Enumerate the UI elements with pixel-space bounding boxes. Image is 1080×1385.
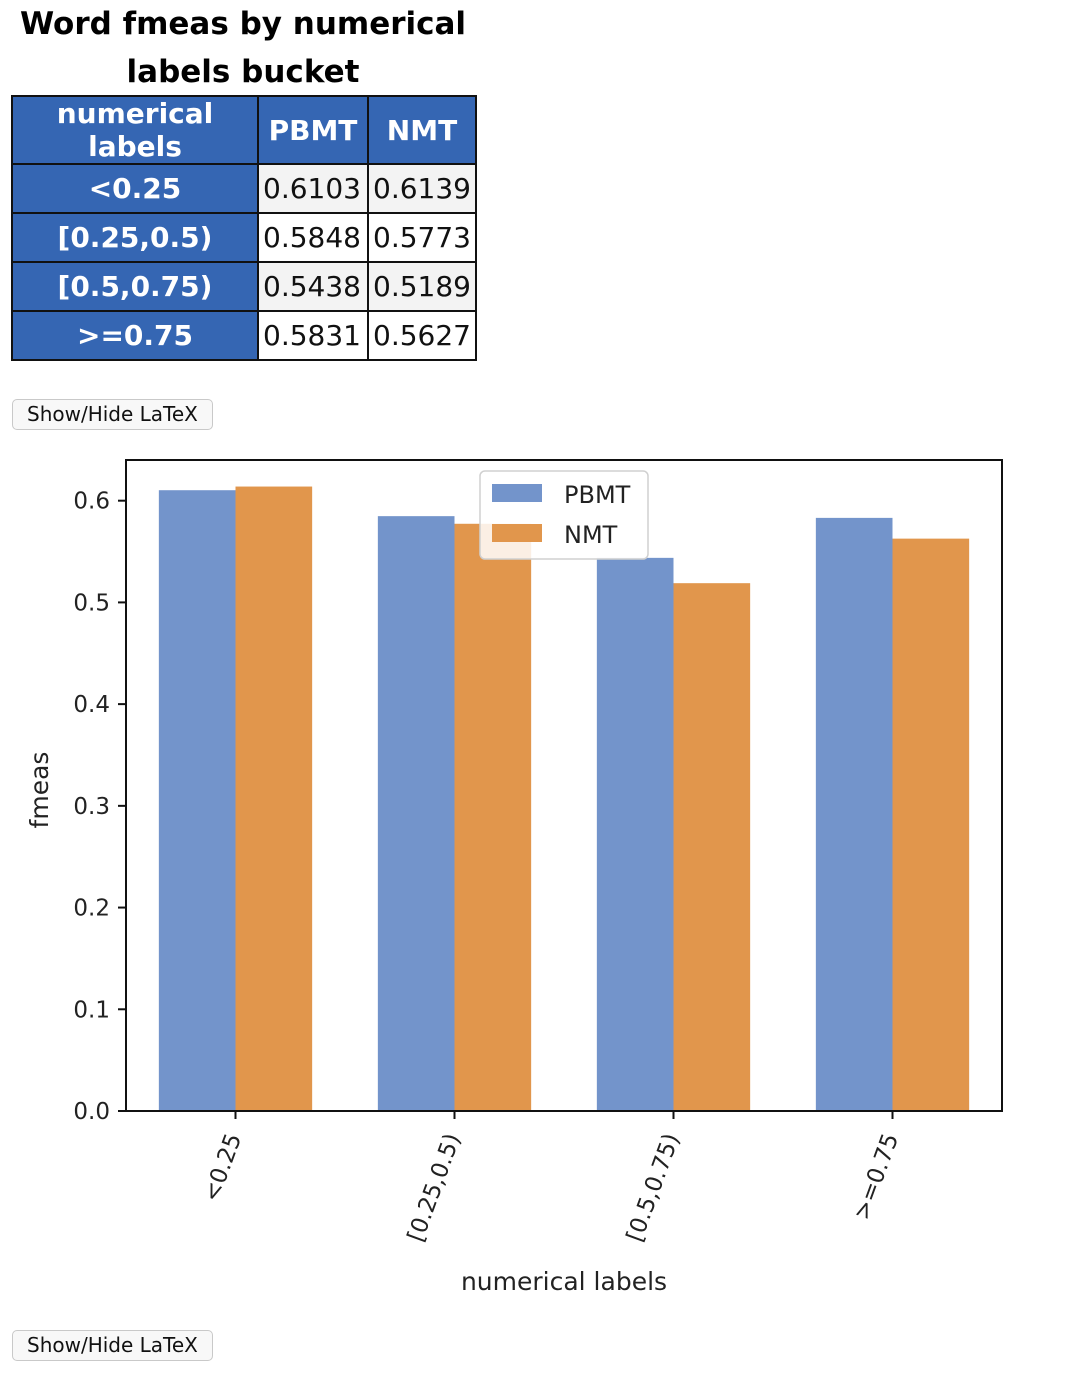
legend-label-pbmt: PBMT — [564, 481, 631, 509]
pbmt-value: 0.5848 — [257, 212, 369, 263]
header-pbmt: PBMT — [257, 95, 369, 165]
plot-frame — [125, 459, 1003, 1112]
bar-pbmt-0 — [158, 490, 236, 1112]
y-axis-label: fmeas — [25, 752, 54, 829]
x-tick-label: [0.5,0.75) — [622, 1130, 685, 1245]
header-nmt: NMT — [367, 95, 477, 165]
table-row: [0.5,0.75) 0.5438 0.5189 — [11, 261, 477, 312]
x-axis-label: numerical labels — [461, 1267, 667, 1296]
y-tick-label: 0.3 — [73, 794, 110, 820]
table-row: [0.25,0.5) 0.5848 0.5773 — [11, 212, 477, 263]
y-tick-label: 0.2 — [73, 896, 110, 922]
bar-nmt-2 — [673, 583, 751, 1111]
x-tick-label: [0.25,0.5) — [403, 1130, 466, 1245]
table-title: Word fmeas by numerical labels bucket — [12, 0, 474, 96]
legend-swatch-nmt — [492, 524, 542, 542]
y-tick-label: 0.0 — [73, 1099, 110, 1125]
fmeas-bar-chart: 0.0 0.1 0.2 0.3 0.4 0.5 0.6 <0.25 [0.25,0.5) [0.… — [25, 459, 1003, 1296]
x-tick-label: >=0.75 — [849, 1130, 904, 1223]
legend-swatch-pbmt — [492, 484, 542, 502]
pbmt-value: 0.6103 — [257, 163, 369, 214]
row-label: [0.5,0.75) — [11, 261, 259, 312]
y-tick-label: 0.4 — [73, 692, 110, 718]
bar-pbmt-1 — [377, 516, 455, 1111]
y-axis: 0.0 0.1 0.2 0.3 0.4 0.5 0.6 — [73, 489, 126, 1125]
nmt-value: 0.5189 — [367, 261, 477, 312]
x-tick-label: <0.25 — [199, 1130, 248, 1205]
table-title-line-1: Word fmeas by numerical — [19, 6, 467, 42]
nmt-value: 0.5627 — [367, 310, 477, 361]
nmt-value: 0.6139 — [367, 163, 477, 214]
show-hide-latex-button[interactable]: Show/Hide LaTeX — [12, 1330, 213, 1361]
pbmt-value: 0.5438 — [257, 261, 369, 312]
y-tick-label: 0.1 — [73, 997, 110, 1023]
table-title-line-2: labels bucket — [126, 54, 360, 90]
pbmt-value: 0.5831 — [257, 310, 369, 361]
bar-nmt-3 — [892, 538, 970, 1111]
y-tick-label: 0.5 — [73, 590, 110, 616]
fmeas-table: numerical labels PBMT NMT <0.25 0.6103 0… — [11, 95, 477, 361]
header-numerical-labels: numerical labels — [11, 95, 259, 165]
bars-group — [158, 486, 970, 1112]
row-label: <0.25 — [11, 163, 259, 214]
x-axis: <0.25 [0.25,0.5) [0.5,0.75) >=0.75 — [199, 1111, 904, 1245]
table-row: <0.25 0.6103 0.6139 — [11, 163, 477, 214]
row-label: >=0.75 — [11, 310, 259, 361]
bar-nmt-0 — [235, 486, 313, 1111]
bar-pbmt-3 — [815, 517, 893, 1111]
table-row: >=0.75 0.5831 0.5627 — [11, 310, 477, 361]
bar-pbmt-2 — [596, 557, 674, 1111]
show-hide-latex-button[interactable]: Show/Hide LaTeX — [12, 399, 213, 430]
bar-nmt-1 — [454, 523, 532, 1111]
table-header-row: numerical labels PBMT NMT — [11, 95, 477, 165]
legend-label-nmt: NMT — [564, 521, 618, 549]
nmt-value: 0.5773 — [367, 212, 477, 263]
row-label: [0.25,0.5) — [11, 212, 259, 263]
legend: PBMT NMT — [479, 470, 649, 560]
y-tick-label: 0.6 — [73, 489, 110, 515]
